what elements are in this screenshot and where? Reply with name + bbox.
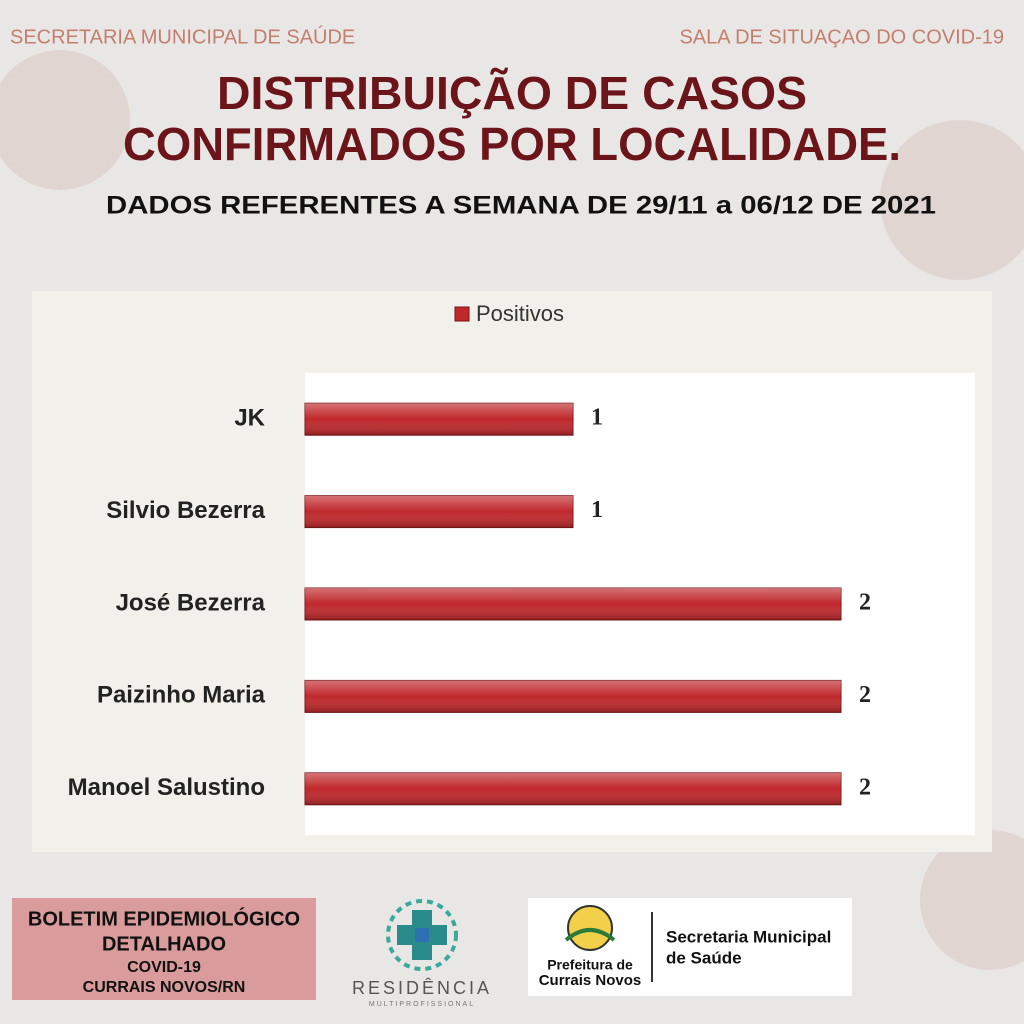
legend-label: Positivos bbox=[476, 301, 564, 326]
category-label: José Bezerra bbox=[116, 589, 266, 616]
residencia-text: RESIDÊNCIA bbox=[352, 978, 492, 998]
title-line: DISTRIBUIÇÃO DE CASOS bbox=[217, 67, 807, 119]
value-label: 2 bbox=[859, 774, 871, 800]
prefeitura-text: Prefeitura de bbox=[547, 957, 633, 973]
prefeitura-text: Currais Novos bbox=[539, 972, 642, 989]
prefeitura-logo bbox=[564, 905, 616, 951]
category-label: Manoel Salustino bbox=[68, 774, 265, 801]
secretaria-text: Secretaria Municipal bbox=[666, 927, 831, 946]
value-label: 1 bbox=[591, 497, 603, 523]
boletim-text: COVID-19 bbox=[127, 959, 201, 976]
bar-shade bbox=[305, 772, 841, 805]
category-label: Silvio Bezerra bbox=[106, 497, 265, 524]
header-right: SALA DE SITUAÇAO DO COVID-19 bbox=[679, 26, 1004, 48]
boletim-text: BOLETIM EPIDEMIOLÓGICO bbox=[28, 906, 300, 930]
value-label: 1 bbox=[591, 405, 603, 431]
category-label: JK bbox=[234, 405, 265, 432]
bar-shade bbox=[305, 495, 573, 528]
decoration bbox=[920, 830, 1024, 970]
residencia-logo bbox=[386, 899, 458, 971]
value-label: 2 bbox=[859, 682, 871, 708]
boletim-text: DETALHADO bbox=[102, 933, 226, 955]
header-left: SECRETARIA MUNICIPAL DE SAÚDE bbox=[10, 25, 355, 48]
bar-shade bbox=[305, 680, 841, 713]
decoration bbox=[880, 120, 1024, 280]
category-label: Paizinho Maria bbox=[97, 682, 266, 709]
title-line: CONFIRMADOS POR LOCALIDADE. bbox=[123, 118, 901, 170]
chart: Positivos JK 1 Silvio Bezerra 1 José Bezerra 2… bbox=[68, 301, 871, 806]
bar-shade bbox=[305, 588, 841, 620]
residencia-sub: MULTIPROFISSIONAL bbox=[369, 1001, 475, 1008]
value-label: 2 bbox=[859, 590, 871, 616]
secretaria-text: de Saúde bbox=[666, 948, 742, 967]
boletim-text: CURRAIS NOVOS/RN bbox=[83, 979, 246, 996]
bar-shade bbox=[305, 403, 573, 436]
legend-swatch bbox=[454, 306, 470, 322]
subtitle: DADOS REFERENTES A SEMANA DE 29/11 a 06/… bbox=[106, 192, 936, 220]
decoration bbox=[0, 50, 130, 190]
boletim-box bbox=[12, 898, 316, 1000]
